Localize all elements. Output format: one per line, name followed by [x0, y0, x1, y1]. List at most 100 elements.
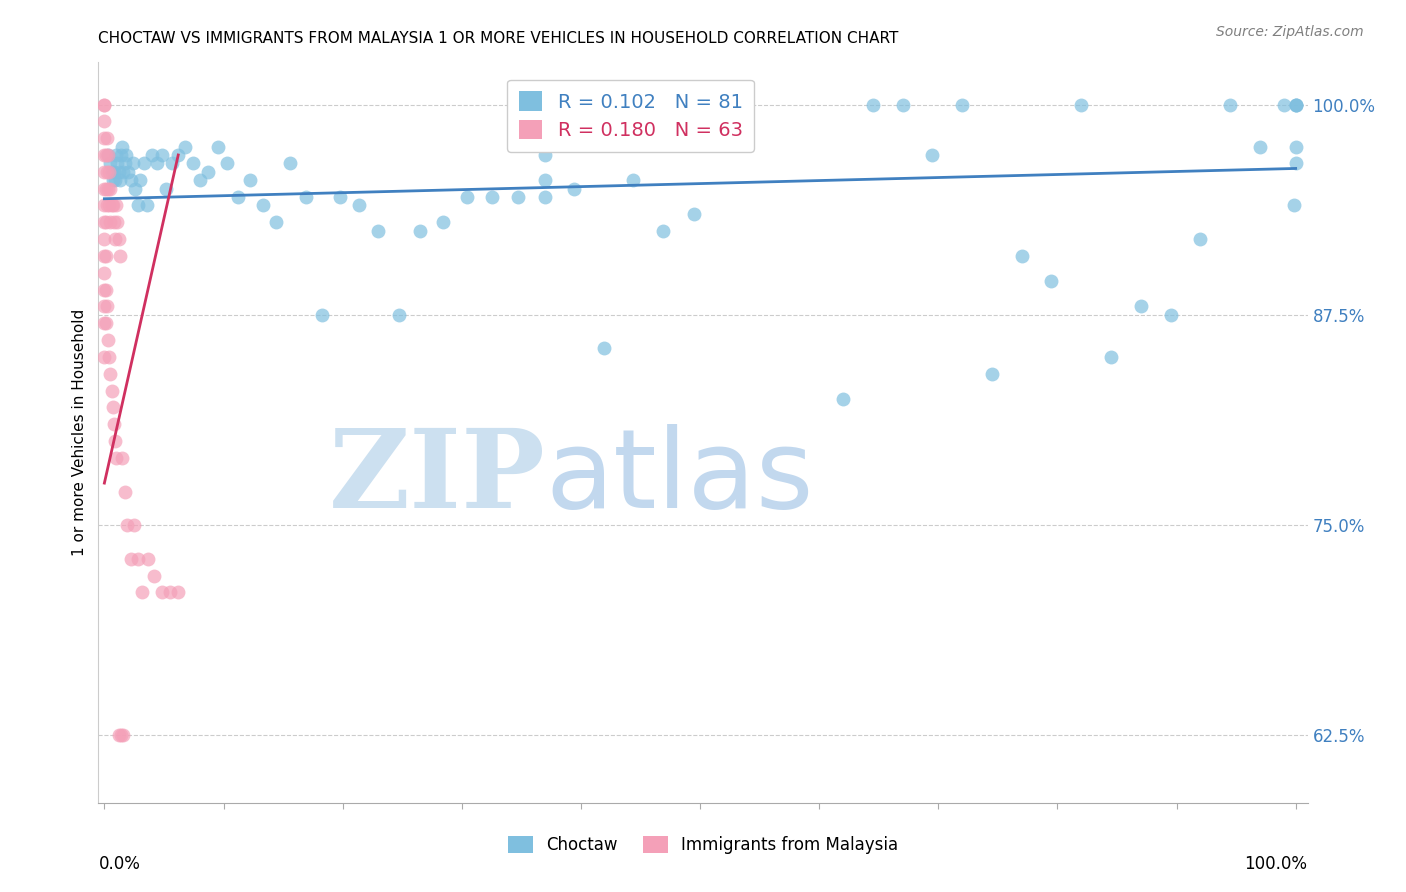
Point — [226, 190, 249, 204]
Point — [1189, 232, 1212, 246]
Point — [93, 283, 115, 297]
Point — [107, 729, 129, 743]
Text: CHOCTAW VS IMMIGRANTS FROM MALAYSIA 1 OR MORE VEHICLES IN HOUSEHOLD CORRELATION : CHOCTAW VS IMMIGRANTS FROM MALAYSIA 1 OR… — [98, 31, 898, 46]
Point — [1129, 300, 1152, 314]
Point — [101, 401, 124, 415]
Point — [93, 300, 115, 314]
Point — [93, 97, 115, 112]
Point — [127, 198, 149, 212]
Point — [93, 148, 115, 162]
Point — [197, 165, 219, 179]
Point — [98, 181, 121, 195]
Point — [1285, 156, 1308, 170]
Point — [1285, 97, 1308, 112]
Point — [129, 173, 152, 187]
Point — [108, 173, 131, 187]
Point — [456, 190, 478, 204]
Point — [621, 173, 644, 187]
Point — [1249, 139, 1271, 153]
Point — [950, 97, 973, 112]
Point — [534, 190, 557, 204]
Point — [97, 181, 120, 195]
Point — [150, 148, 173, 162]
Point — [112, 165, 135, 179]
Point — [93, 181, 115, 195]
Point — [98, 156, 121, 170]
Point — [103, 417, 125, 432]
Point — [120, 551, 142, 566]
Point — [432, 215, 454, 229]
Point — [122, 518, 145, 533]
Point — [124, 181, 146, 195]
Point — [534, 173, 557, 187]
Point — [93, 316, 115, 330]
Point — [93, 165, 115, 179]
Point — [93, 215, 115, 229]
Point — [101, 198, 124, 212]
Point — [506, 190, 529, 204]
Point — [562, 181, 585, 195]
Point — [103, 215, 125, 229]
Point — [278, 156, 301, 170]
Point — [167, 585, 190, 599]
Point — [98, 367, 121, 381]
Point — [252, 198, 274, 212]
Point — [181, 156, 204, 170]
Point — [1285, 97, 1308, 112]
Point — [683, 207, 706, 221]
Point — [94, 148, 117, 162]
Point — [104, 232, 127, 246]
Point — [101, 173, 124, 187]
Text: 0.0%: 0.0% — [98, 855, 141, 872]
Point — [155, 181, 177, 195]
Point — [481, 190, 503, 204]
Point — [93, 249, 115, 263]
Point — [188, 173, 211, 187]
Point — [105, 148, 128, 162]
Point — [94, 181, 117, 195]
Point — [93, 97, 115, 112]
Point — [1099, 350, 1122, 364]
Point — [96, 131, 118, 145]
Point — [329, 190, 352, 204]
Point — [146, 156, 169, 170]
Point — [104, 434, 127, 448]
Point — [94, 283, 117, 297]
Point — [93, 350, 115, 364]
Point — [110, 148, 132, 162]
Point — [891, 97, 914, 112]
Point — [96, 300, 118, 314]
Point — [409, 224, 432, 238]
Point — [174, 139, 197, 153]
Point — [120, 173, 142, 187]
Point — [1284, 198, 1306, 212]
Point — [105, 198, 128, 212]
Point — [103, 165, 125, 179]
Point — [97, 148, 120, 162]
Point — [388, 308, 411, 322]
Point — [111, 450, 134, 465]
Point — [349, 198, 371, 212]
Point — [652, 224, 675, 238]
Point — [114, 156, 136, 170]
Text: 100.0%: 100.0% — [1244, 855, 1308, 872]
Point — [136, 198, 159, 212]
Point — [207, 139, 229, 153]
Point — [143, 568, 166, 582]
Point — [93, 114, 115, 128]
Point — [98, 165, 121, 179]
Point — [1070, 97, 1092, 112]
Text: ZIP: ZIP — [329, 424, 546, 531]
Point — [100, 198, 122, 212]
Point — [93, 131, 115, 145]
Point — [97, 148, 120, 162]
Point — [114, 148, 136, 162]
Point — [107, 165, 129, 179]
Point — [294, 190, 316, 204]
Point — [1285, 139, 1308, 153]
Point — [150, 585, 173, 599]
Text: atlas: atlas — [546, 424, 814, 531]
Point — [1040, 274, 1063, 288]
Point — [110, 729, 132, 743]
Point — [94, 215, 117, 229]
